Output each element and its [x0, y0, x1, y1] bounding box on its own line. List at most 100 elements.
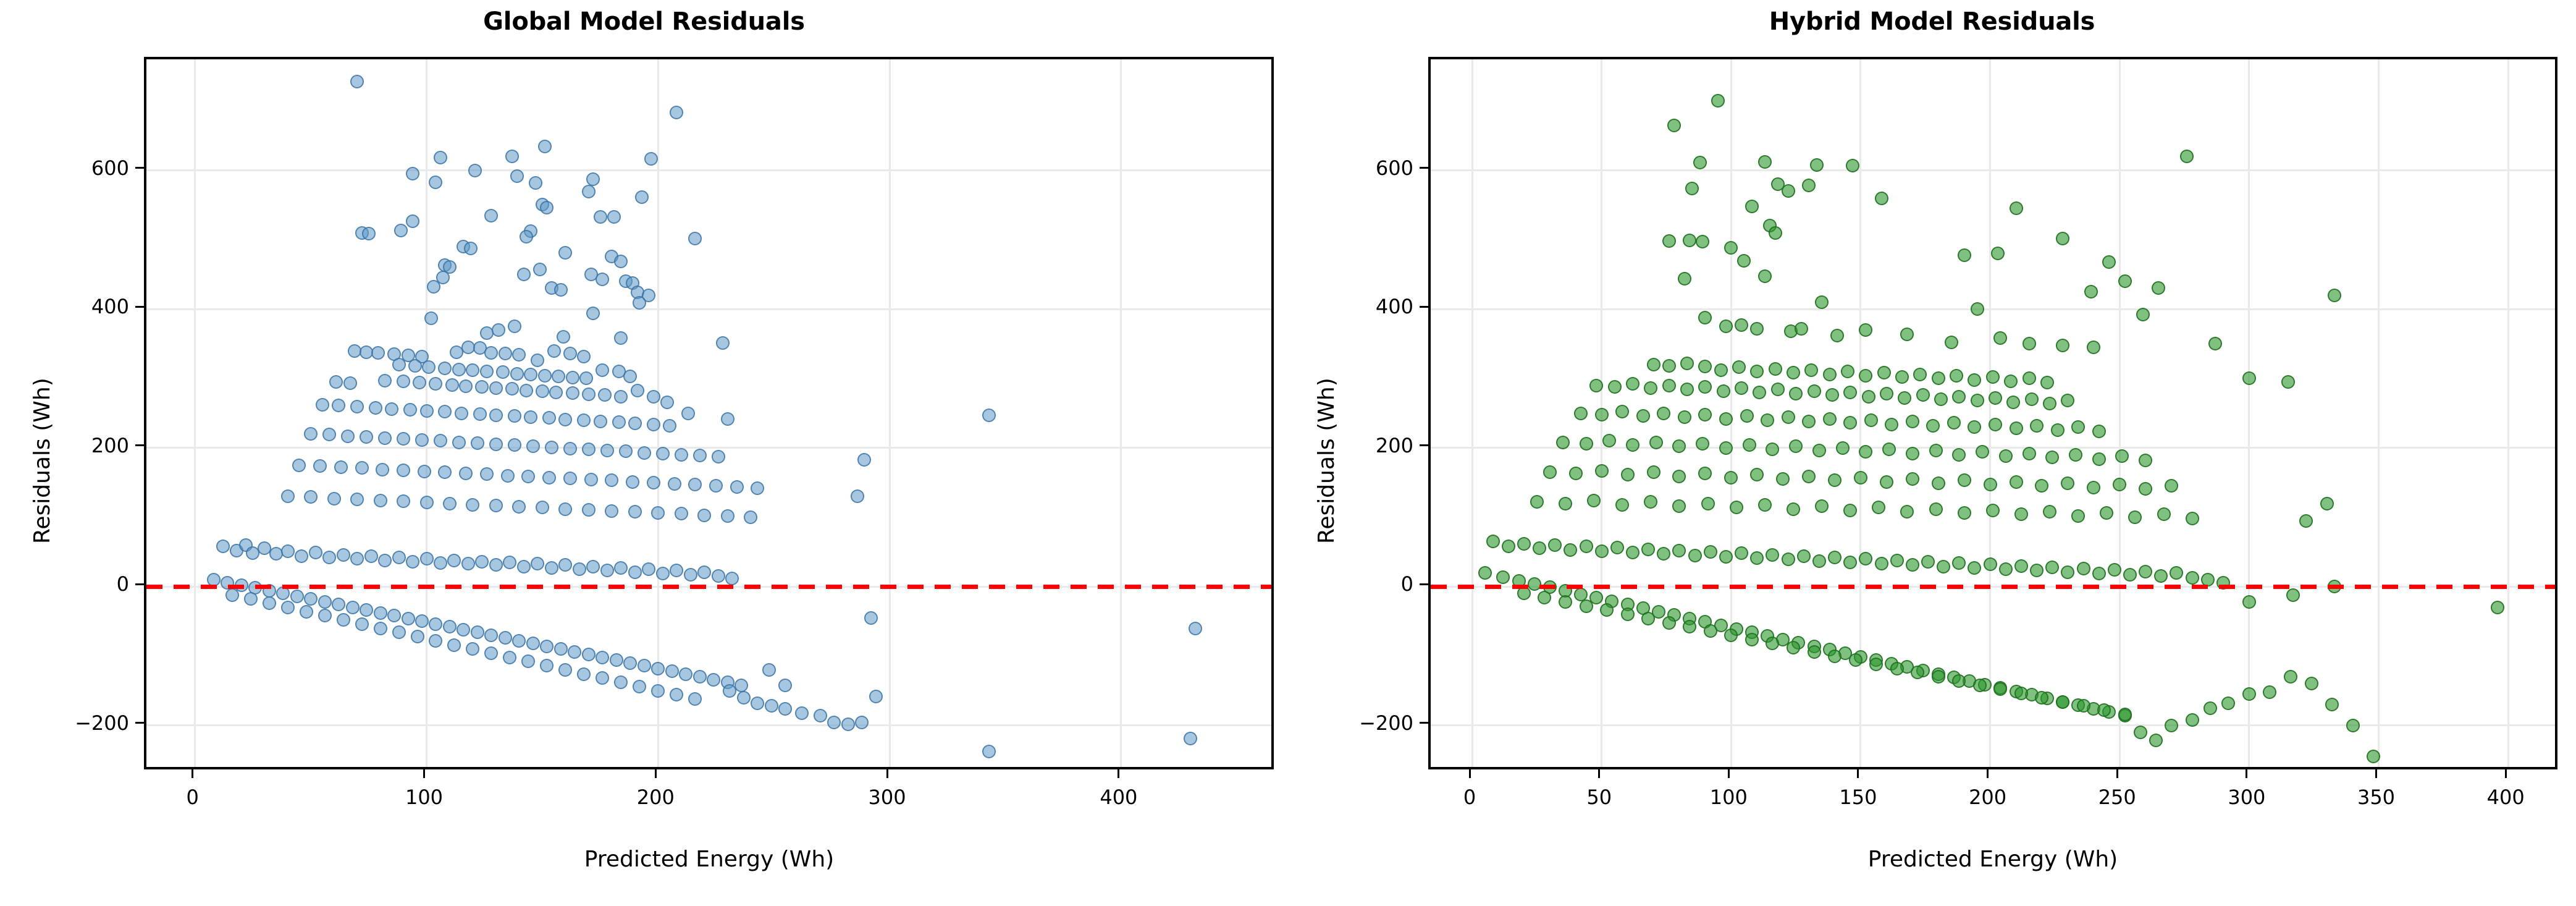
scatter-point — [422, 360, 436, 375]
scatter-point — [1993, 331, 2008, 345]
scatter-point — [1781, 184, 1795, 198]
scatter-point — [1496, 570, 1510, 584]
scatter-point — [2092, 566, 2106, 580]
scatter-point — [1957, 506, 1971, 520]
x-tick-mark — [2246, 769, 2248, 778]
scatter-point — [1677, 410, 1691, 425]
scatter-point — [1890, 553, 1904, 567]
y-tick-label: 200 — [91, 433, 129, 457]
scatter-point — [510, 366, 524, 381]
scatter-point — [475, 379, 489, 394]
x-tick-mark — [1727, 769, 1730, 778]
y-tick-mark — [135, 444, 144, 447]
scatter-point — [505, 382, 520, 396]
scatter-point — [304, 427, 318, 441]
scatter-point — [1796, 549, 1811, 563]
scatter-point — [452, 435, 466, 449]
scatter-point — [1815, 295, 1829, 309]
scatter-point — [1786, 502, 1800, 516]
scatter-point — [593, 210, 607, 224]
scatter-point — [1859, 552, 1873, 566]
scatter-point — [655, 566, 670, 580]
y-axis-label-hybrid: Residuals (Wh) — [1314, 378, 1339, 544]
scatter-point — [1680, 383, 1694, 397]
scatter-point — [2061, 394, 2075, 408]
scatter-point — [360, 603, 374, 617]
scatter-point — [332, 399, 346, 413]
scatter-point — [355, 461, 369, 475]
scatter-point — [1651, 604, 1665, 619]
axes-hybrid-model — [1428, 57, 2557, 769]
scatter-point — [2022, 371, 2036, 386]
scatter-point — [670, 106, 684, 120]
scatter-point — [633, 679, 647, 693]
scatter-point — [2113, 478, 2127, 492]
scatter-point — [1952, 447, 1966, 462]
scatter-point — [1809, 158, 1824, 172]
scatter-point — [2128, 510, 2142, 524]
scatter-point — [1983, 478, 1997, 492]
scatter-point — [1913, 367, 1927, 381]
scatter-point — [707, 672, 721, 687]
scatter-point — [433, 434, 447, 448]
y-tick-mark — [1420, 722, 1428, 724]
scatter-point — [526, 637, 540, 651]
scatter-point — [598, 388, 612, 402]
scatter-point — [2157, 507, 2171, 522]
scatter-point — [1822, 412, 1837, 426]
y-axis-label-global: Residuals (Wh) — [30, 378, 55, 544]
scatter-point — [762, 663, 777, 677]
scatter-point — [827, 716, 841, 730]
x-tick-label: 400 — [1100, 785, 1138, 809]
scatter-point — [341, 429, 355, 443]
scatter-point — [537, 368, 552, 383]
scatter-point — [350, 74, 364, 88]
scatter-point — [304, 592, 318, 606]
scatter-point — [429, 617, 443, 631]
scatter-point — [1701, 496, 1715, 510]
scatter-point — [736, 690, 751, 705]
scatter-point — [646, 417, 660, 431]
panel-title-global: Global Model Residuals — [483, 7, 805, 36]
scatter-point — [2185, 512, 2199, 526]
scatter-point — [734, 678, 749, 692]
scatter-point — [360, 430, 374, 444]
scatter-point — [1929, 502, 1943, 516]
scatter-point — [410, 630, 424, 644]
scatter-point — [864, 611, 878, 625]
scatter-point — [1931, 670, 1945, 684]
scatter-point — [1620, 468, 1635, 482]
scatter-point — [408, 359, 422, 373]
scatter-point — [531, 354, 545, 368]
scatter-point — [1916, 388, 1930, 402]
scatter-point — [505, 150, 520, 164]
scatter-point — [2115, 449, 2129, 464]
y-tick-label: −200 — [1359, 711, 1413, 735]
scatter-point — [635, 190, 649, 205]
scatter-point — [2056, 231, 2069, 245]
scatter-point — [1735, 318, 1749, 332]
scatter-point — [1724, 628, 1738, 642]
scatter-point — [519, 383, 533, 397]
scatter-point — [1594, 464, 1609, 478]
scatter-point — [1970, 302, 1984, 316]
scatter-point — [304, 490, 318, 504]
scatter-point — [401, 349, 415, 363]
scatter-point — [1815, 499, 1829, 513]
scatter-point — [614, 389, 628, 404]
scatter-point — [1957, 248, 1971, 262]
x-axis-label-hybrid: Predicted Energy (Wh) — [1867, 847, 2118, 872]
scatter-point — [378, 553, 392, 567]
scatter-point — [1750, 321, 1764, 336]
scatter-point — [1662, 359, 1676, 373]
scatter-point — [489, 498, 503, 512]
scatter-point — [516, 268, 531, 282]
scatter-point — [2139, 564, 2153, 578]
scatter-point — [1998, 449, 2013, 464]
scatter-point — [1579, 540, 1593, 554]
scatter-point — [459, 467, 473, 481]
scatter-point — [563, 441, 577, 455]
scatter-point — [345, 600, 360, 614]
scatter-point — [2139, 453, 2153, 467]
